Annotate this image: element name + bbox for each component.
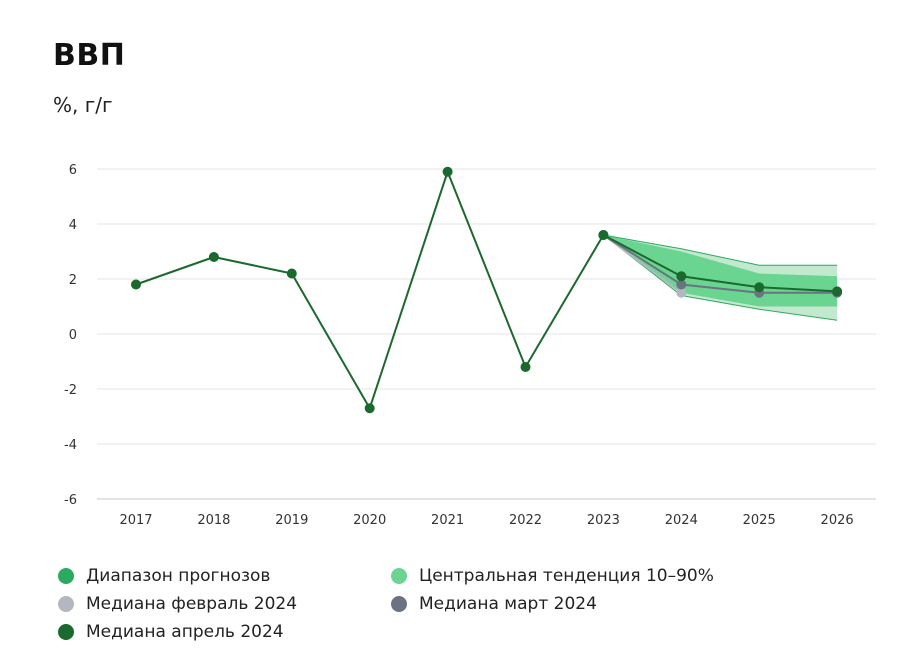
x-tick-label: 2026 bbox=[821, 513, 854, 528]
legend-label: Медиана март 2024 bbox=[419, 594, 597, 614]
legend-label: Медиана апрель 2024 bbox=[86, 622, 284, 642]
series-line bbox=[602, 234, 838, 294]
gdp-chart: 6 4 2 0 -2 -4 -6 2017 2018 2019 2020 2021 2022 2023 20… bbox=[64, 163, 876, 528]
legend-label: Центральная тенденция 10–90% bbox=[419, 566, 714, 586]
y-tick-label: 4 bbox=[69, 218, 77, 233]
y-tick-label: -6 bbox=[64, 493, 77, 508]
legend-dot-icon bbox=[58, 596, 74, 612]
data-point bbox=[676, 279, 687, 290]
data-point bbox=[208, 252, 219, 262]
y-tick-label: -4 bbox=[64, 438, 77, 453]
data-point bbox=[676, 287, 687, 298]
legend-label: Диапазон прогнозов bbox=[86, 566, 271, 586]
legend-item-central-tendency[interactable]: Центральная тенденция 10–90% bbox=[391, 566, 714, 586]
x-tick-label: 2022 bbox=[509, 513, 542, 528]
legend-item-median-april[interactable]: Медиана апрель 2024 bbox=[58, 622, 284, 642]
x-tick-label: 2024 bbox=[665, 513, 698, 528]
series-line bbox=[602, 234, 682, 294]
data-point bbox=[598, 230, 609, 240]
legend-item-median-february[interactable]: Медиана февраль 2024 bbox=[58, 594, 297, 614]
legend-dot-icon bbox=[391, 596, 407, 612]
legend-dot-icon bbox=[391, 568, 407, 584]
y-tick-label: 2 bbox=[69, 273, 77, 288]
legend-label: Медиана февраль 2024 bbox=[86, 594, 298, 614]
x-tick-label: 2020 bbox=[353, 513, 386, 528]
data-point bbox=[832, 286, 843, 297]
data-point bbox=[520, 362, 531, 372]
data-point bbox=[754, 282, 765, 293]
legend-item-median-march[interactable]: Медиана март 2024 bbox=[391, 594, 597, 614]
y-tick-label: 0 bbox=[69, 328, 77, 343]
legend-dot-icon bbox=[58, 624, 74, 640]
data-point bbox=[131, 279, 141, 290]
x-tick-label: 2021 bbox=[431, 513, 464, 528]
legend-item-forecast-range[interactable]: Диапазон прогнозов bbox=[58, 566, 270, 586]
data-point bbox=[364, 403, 375, 414]
series-line bbox=[135, 170, 838, 410]
data-point bbox=[286, 268, 297, 279]
y-tick-label: 6 bbox=[69, 163, 77, 178]
y-tick-label: -2 bbox=[64, 383, 77, 398]
x-tick-label: 2019 bbox=[275, 513, 308, 528]
x-tick-label: 2017 bbox=[119, 513, 152, 528]
forecast-range-low-edge bbox=[603, 234, 838, 321]
data-point bbox=[442, 166, 453, 177]
chart-subtitle: %, г/г bbox=[53, 93, 113, 117]
x-tick-label: 2023 bbox=[587, 513, 620, 528]
data-point bbox=[676, 271, 687, 282]
x-tick-label: 2025 bbox=[743, 513, 776, 528]
chart-title: ВВП bbox=[53, 38, 126, 73]
x-tick-label: 2018 bbox=[197, 513, 230, 528]
forecast-range-high-edge bbox=[603, 234, 838, 266]
legend-dot-icon bbox=[58, 568, 74, 584]
